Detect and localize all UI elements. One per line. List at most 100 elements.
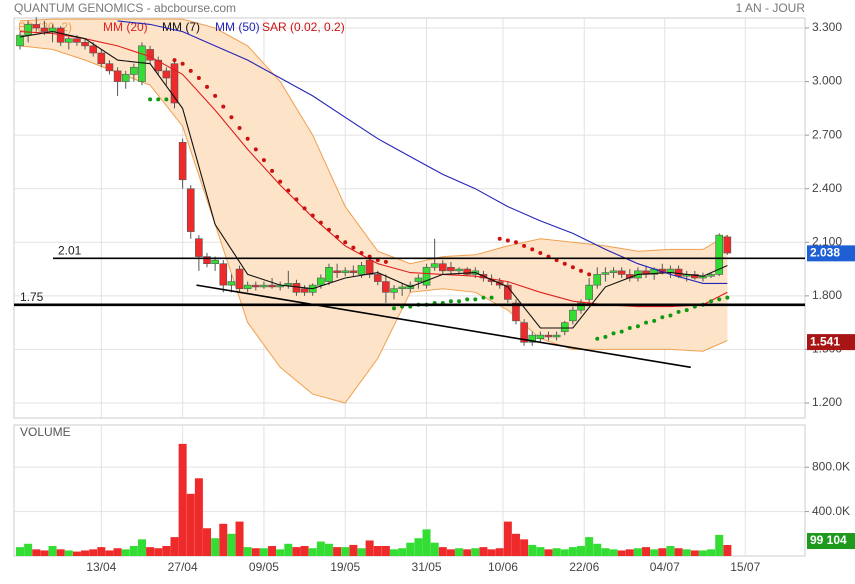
candle-body [585, 284, 593, 300]
volume-bar [284, 543, 293, 556]
volume-bar [268, 546, 277, 556]
candle-body [64, 38, 73, 43]
sar-dot [538, 251, 543, 255]
volume-bar [617, 550, 626, 556]
candle-body [105, 63, 114, 72]
volume-bar [536, 547, 545, 556]
y-tick-label: 3.000 [812, 74, 842, 88]
trendline [196, 284, 691, 369]
candle-body [146, 49, 154, 61]
y-tick-label: 2.400 [812, 181, 842, 195]
volume-bar [463, 549, 472, 556]
sar-dot [562, 261, 567, 266]
candle-body [560, 322, 569, 332]
volume-bar [194, 478, 203, 556]
volume-bar [723, 544, 732, 556]
volume-bar [430, 542, 439, 556]
candle-body [455, 268, 463, 272]
volume-bar [438, 547, 447, 556]
sar-dot [343, 240, 348, 245]
volume-bar [381, 546, 390, 556]
candle-body [617, 270, 626, 275]
sar-dot [717, 297, 722, 302]
volume-bar [170, 537, 179, 556]
x-tick-label: 13/04 [86, 560, 116, 574]
candle-body [463, 268, 471, 275]
candle-body [569, 309, 577, 322]
sar-dot [489, 295, 494, 300]
moving-average [19, 31, 728, 329]
volume-bar [121, 549, 130, 556]
x-tick-label: 10/06 [488, 560, 518, 574]
legend-entry: MM (20) [103, 20, 148, 34]
candle-body [674, 268, 683, 277]
sar-dot [652, 318, 657, 323]
candle-body [512, 302, 520, 322]
volume-bar [642, 547, 651, 556]
x-tick-label: 31/05 [412, 560, 442, 574]
sar-dot [725, 295, 730, 300]
candle-body [357, 265, 366, 275]
sar-dot [229, 115, 234, 120]
price-tag [807, 334, 855, 351]
volume-bar [251, 548, 260, 556]
volume-bar [341, 547, 350, 556]
candle-body [251, 284, 260, 288]
volume-bar [625, 549, 634, 556]
legend-entry: MM (50) [215, 20, 260, 34]
sar-dot [205, 84, 210, 89]
volume-bar [707, 549, 716, 556]
x-tick-label: 19/05 [330, 560, 360, 574]
volume-bar [211, 538, 220, 556]
volume-bar [333, 547, 342, 556]
level-label: 1.75 [20, 290, 44, 304]
volume-bar [690, 550, 699, 556]
level-label: 2.01 [58, 244, 82, 258]
sar-dot [318, 220, 323, 225]
candle-body [723, 236, 732, 254]
volume-bar [495, 548, 504, 556]
volume-bar [24, 543, 33, 556]
volume-bar [446, 549, 455, 556]
candle-body [341, 270, 350, 273]
candle-body [154, 59, 163, 72]
candle-body [520, 322, 528, 343]
candle-body [422, 266, 431, 286]
volume-bar [64, 550, 73, 556]
volume-bar [129, 546, 138, 556]
candle-body [300, 288, 309, 293]
volume-bar [137, 539, 146, 556]
sar-dot [635, 324, 640, 329]
candle-body [138, 45, 146, 82]
bollinger-upper [19, 18, 728, 265]
volume-bar [633, 548, 642, 556]
candle-body [130, 66, 138, 75]
sar-dot [188, 68, 193, 73]
volume-bar [243, 547, 252, 556]
sar-dot [603, 334, 608, 339]
volume-bar [390, 549, 399, 556]
volume-bar [154, 548, 163, 556]
volume-panel [13, 424, 806, 557]
candle-body [317, 277, 325, 286]
x-tick-label: 15/07 [730, 560, 760, 574]
sar-dot [668, 313, 673, 318]
sar-dot [611, 331, 616, 336]
volume-bar [56, 549, 65, 556]
sar-dot [164, 97, 169, 102]
candle-body [398, 286, 406, 290]
volume-bar [544, 549, 553, 556]
volume-bar [324, 543, 333, 556]
y-tick-label: 2.700 [812, 127, 842, 141]
volume-bar [398, 548, 407, 556]
candle-body [268, 284, 276, 288]
candle-body [40, 27, 49, 32]
x-tick-label: 22/06 [569, 560, 599, 574]
candle-body [609, 270, 618, 273]
sar-dot [326, 227, 331, 232]
candle-body [707, 274, 715, 277]
volume-bar [89, 549, 98, 556]
sar-dot [278, 179, 283, 184]
candle-body [113, 70, 122, 82]
